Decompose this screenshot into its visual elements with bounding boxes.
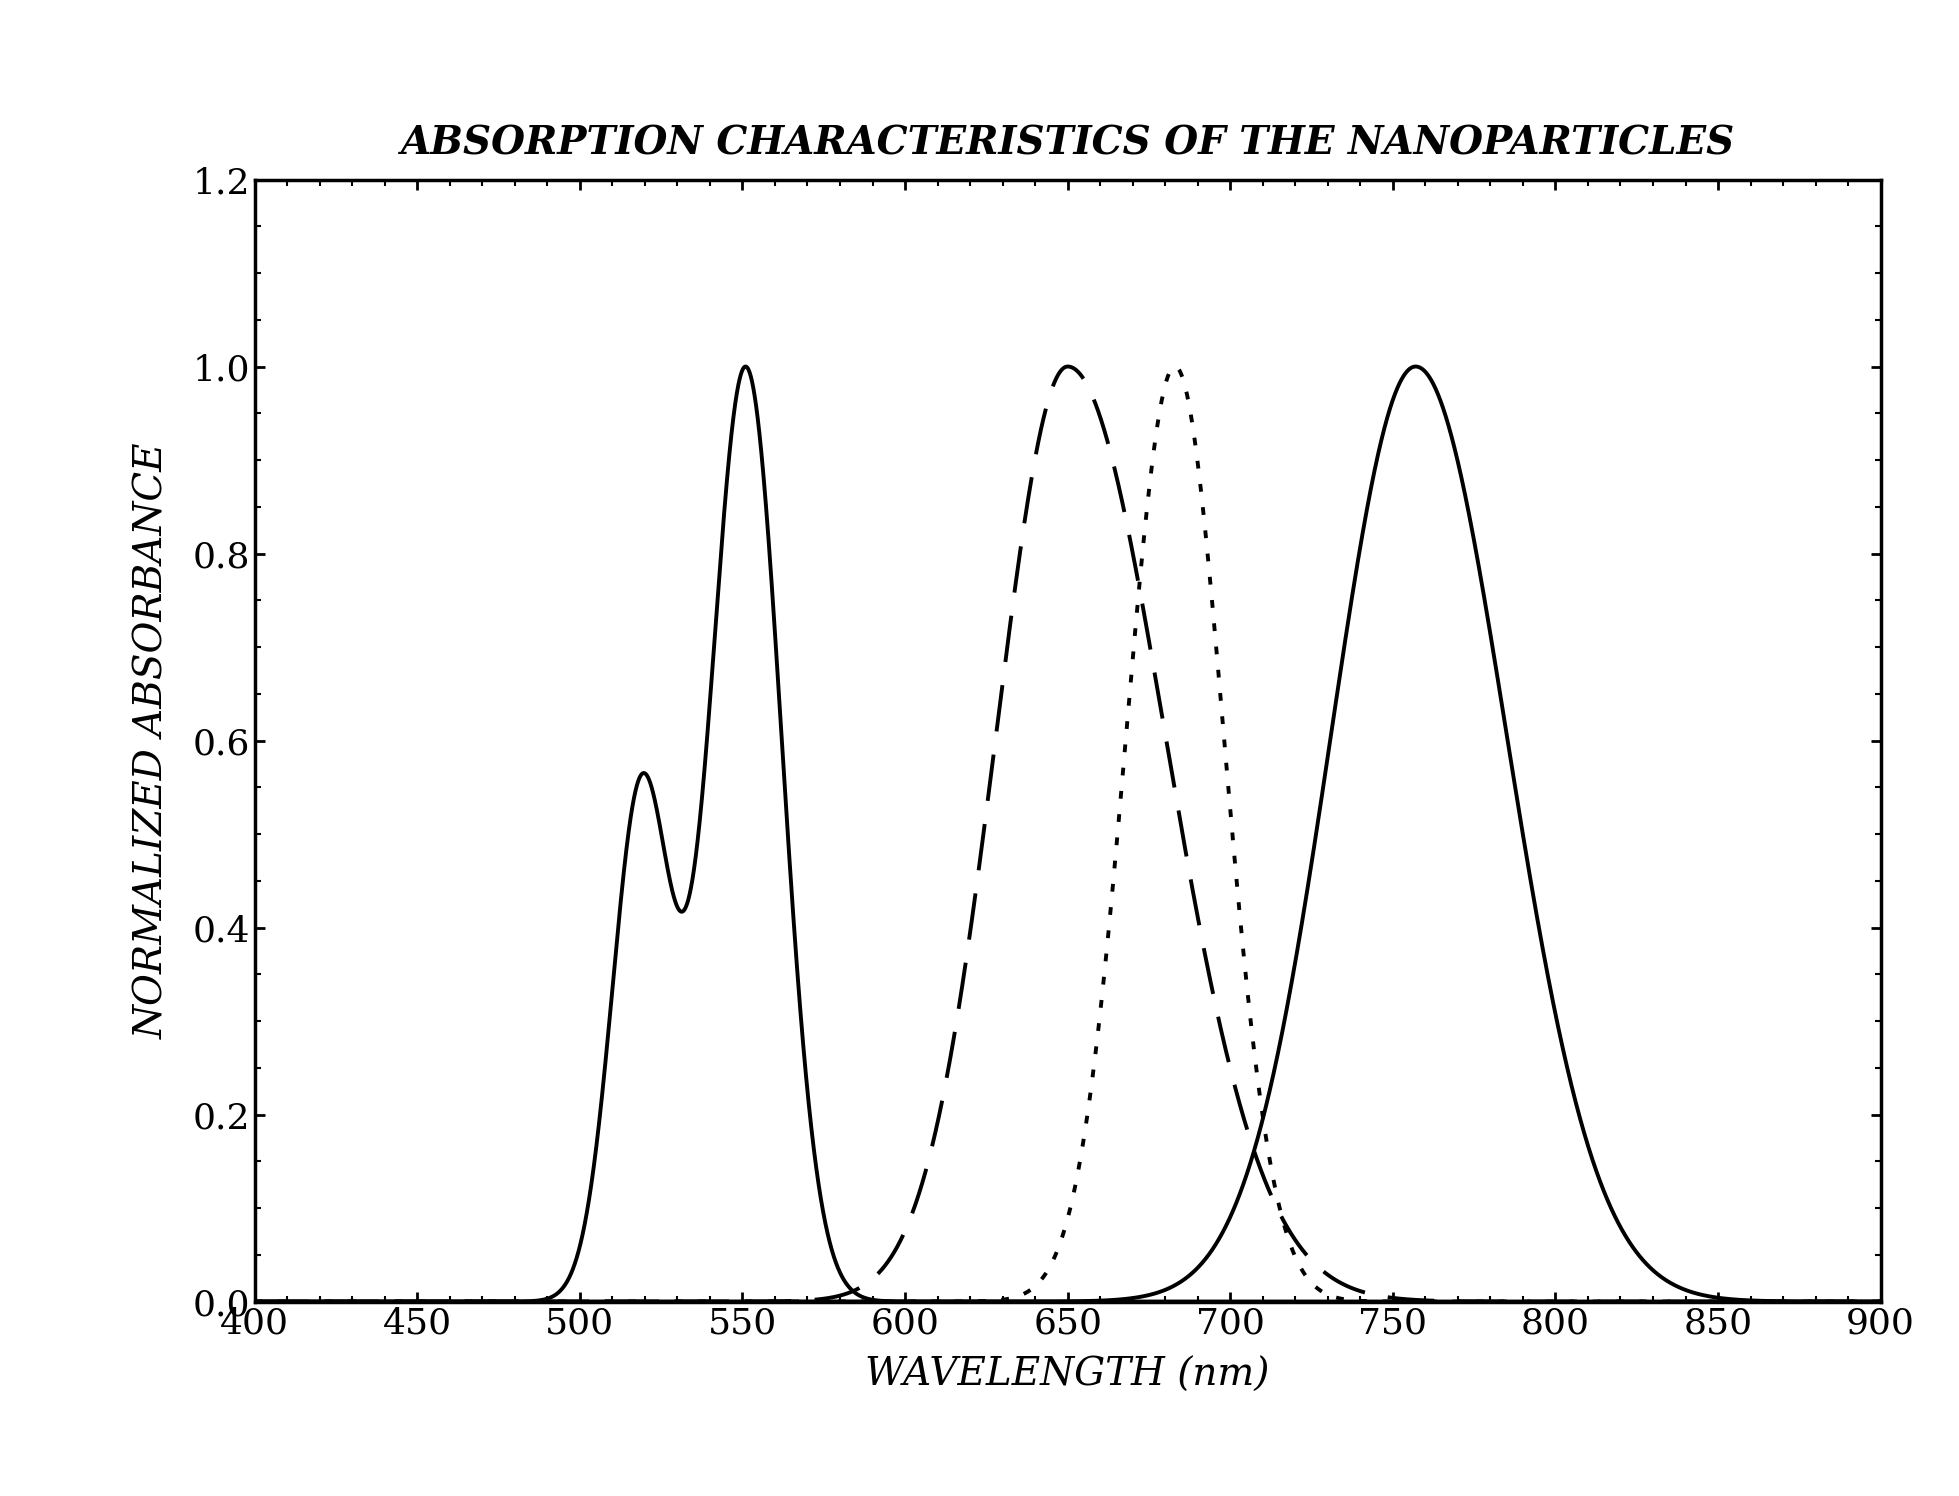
Title: ABSORPTION CHARACTERISTICS OF THE NANOPARTICLES: ABSORPTION CHARACTERISTICS OF THE NANOPA… xyxy=(400,124,1736,163)
X-axis label: WAVELENGTH (nm): WAVELENGTH (nm) xyxy=(866,1357,1269,1394)
Y-axis label: NORMALIZED ABSORBANCE: NORMALIZED ABSORBANCE xyxy=(135,443,172,1038)
